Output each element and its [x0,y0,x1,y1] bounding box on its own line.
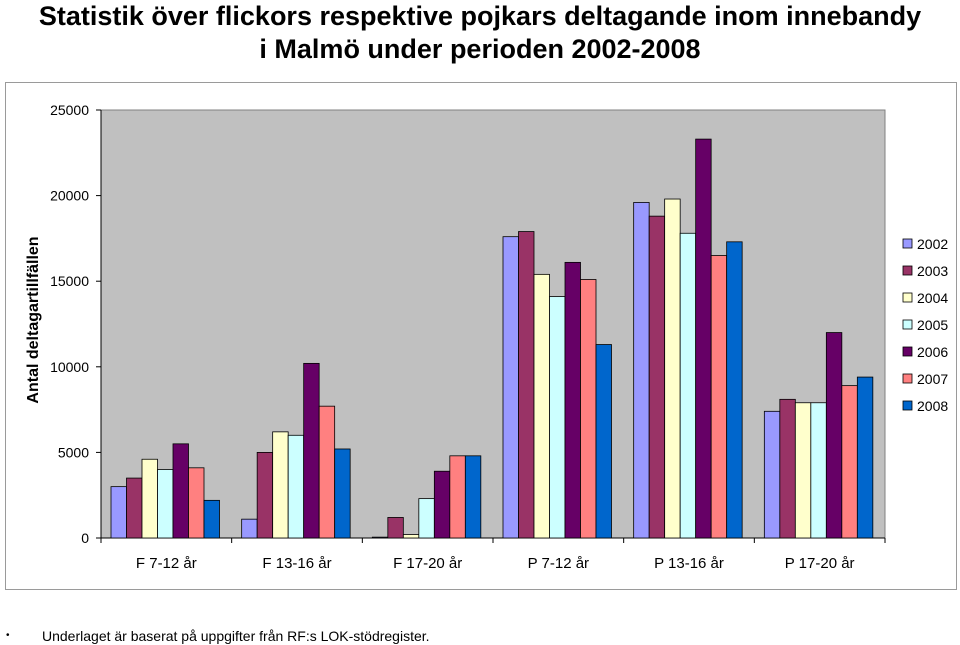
legend-swatch [902,292,913,303]
y-tick-label: 25000 [50,102,89,118]
bar [794,402,812,539]
x-tick-label: P 13-16 år [654,555,724,572]
legend-swatch [902,319,913,330]
bar [726,241,743,539]
x-tick-label: F 17-20 år [393,555,462,572]
bar [710,255,728,539]
chart-title-line-2: i Malmö under perioden 2002-2008 [259,34,701,64]
bar [334,448,351,539]
bar [679,232,697,539]
bar [402,534,420,539]
bar [763,410,781,539]
bar [779,398,796,539]
y-tick-label: 20000 [50,188,89,204]
bar [172,443,189,539]
legend-label: 2004 [917,290,948,306]
x-tick-label: F 13-16 år [262,555,331,572]
legend-label: 2008 [917,398,948,414]
y-axis-label: Antal deltagartillfällen [25,236,42,403]
legend-swatch [902,400,913,411]
legend-label: 2007 [917,371,948,387]
bar [549,296,566,539]
bar [695,138,712,539]
bar [664,198,681,539]
bar [580,279,597,539]
legend-swatch [902,373,913,384]
bar [126,477,143,539]
bar [371,536,389,539]
bar [633,202,650,539]
bullet-icon: • [6,630,10,641]
x-tick-label: P 7-12 år [528,555,589,572]
chart-title-line-1: Statistik över flickors respektive pojka… [38,1,922,31]
legend-swatch [902,265,913,276]
bar [303,362,320,539]
legend-label: 2003 [917,263,948,279]
y-tick-label: 5000 [58,444,89,460]
chart-title: Statistik över flickors respektive pojka… [0,0,960,66]
bar [464,455,482,539]
bar [241,518,258,539]
plot-area [100,109,886,539]
bar [256,451,274,539]
legend-label: 2006 [917,344,948,360]
bar [449,455,466,539]
bar [110,486,127,539]
bar [157,469,174,539]
x-tick-label: F 7-12 år [136,555,197,572]
bar [533,273,550,539]
x-tick-label: P 17-20 år [785,555,855,572]
bar [502,236,519,539]
bar [564,261,581,539]
footnote-text: Underlaget är baserat på uppgifter från … [42,628,430,644]
bar [810,402,827,539]
footnote: • Underlaget är baserat på uppgifter frå… [0,627,960,645]
bar [272,431,289,539]
bar [141,458,158,539]
legend-label: 2005 [917,317,948,333]
bar [318,405,336,539]
bar [287,434,305,539]
bar [418,498,435,539]
y-tick-label: 10000 [50,359,89,375]
bar [188,467,205,539]
legend-label: 2002 [917,236,948,252]
bar [648,215,666,539]
y-tick-label: 0 [81,530,89,546]
bar [595,344,612,539]
bar [856,376,874,539]
bar [841,385,858,539]
y-tick-label: 15000 [50,273,89,289]
legend-swatch [902,346,913,357]
legend-swatch [902,238,913,249]
bar [518,231,535,539]
bar [203,499,220,539]
bar [825,332,843,539]
bar [433,470,451,539]
bar [387,517,404,539]
